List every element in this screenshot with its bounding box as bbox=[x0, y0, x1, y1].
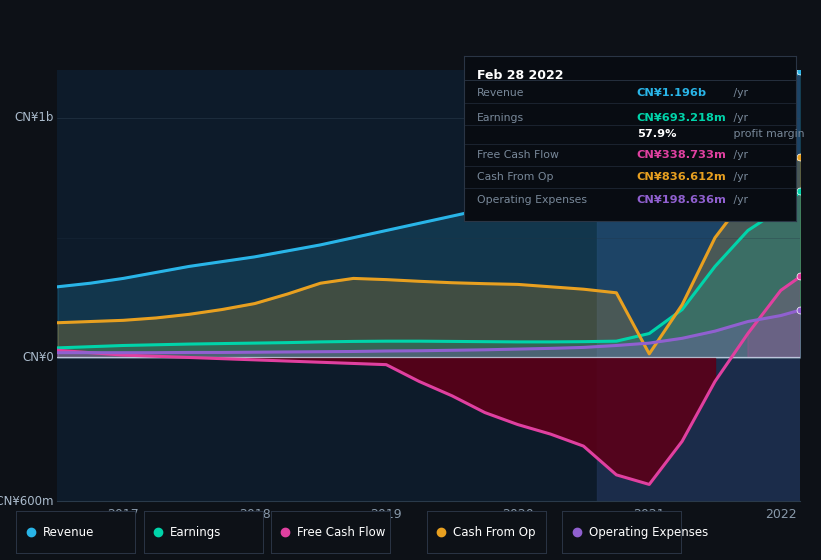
Text: 57.9%: 57.9% bbox=[637, 129, 677, 139]
Text: /yr: /yr bbox=[730, 88, 748, 98]
Bar bbox=[597, 70, 814, 501]
Text: Earnings: Earnings bbox=[170, 526, 221, 539]
Text: CN¥0: CN¥0 bbox=[22, 351, 53, 364]
Text: -CN¥600m: -CN¥600m bbox=[0, 494, 53, 508]
Text: Free Cash Flow: Free Cash Flow bbox=[297, 526, 386, 539]
Text: Revenue: Revenue bbox=[477, 88, 525, 98]
Text: /yr: /yr bbox=[730, 113, 748, 123]
Text: CN¥836.612m: CN¥836.612m bbox=[637, 171, 727, 181]
Text: CN¥338.733m: CN¥338.733m bbox=[637, 150, 727, 160]
Text: CN¥1b: CN¥1b bbox=[15, 111, 53, 124]
Text: CN¥198.636m: CN¥198.636m bbox=[637, 195, 727, 205]
Text: CN¥1.196b: CN¥1.196b bbox=[637, 88, 707, 98]
Text: Earnings: Earnings bbox=[477, 113, 525, 123]
Text: /yr: /yr bbox=[730, 171, 748, 181]
Text: CN¥693.218m: CN¥693.218m bbox=[637, 113, 727, 123]
Text: /yr: /yr bbox=[730, 150, 748, 160]
Text: Cash From Op: Cash From Op bbox=[477, 171, 553, 181]
Text: Cash From Op: Cash From Op bbox=[453, 526, 535, 539]
Text: Free Cash Flow: Free Cash Flow bbox=[477, 150, 559, 160]
Text: Operating Expenses: Operating Expenses bbox=[477, 195, 587, 205]
Text: /yr: /yr bbox=[730, 195, 748, 205]
Text: Feb 28 2022: Feb 28 2022 bbox=[477, 69, 564, 82]
Text: profit margin: profit margin bbox=[730, 129, 805, 139]
Text: Operating Expenses: Operating Expenses bbox=[589, 526, 708, 539]
Text: Revenue: Revenue bbox=[43, 526, 94, 539]
